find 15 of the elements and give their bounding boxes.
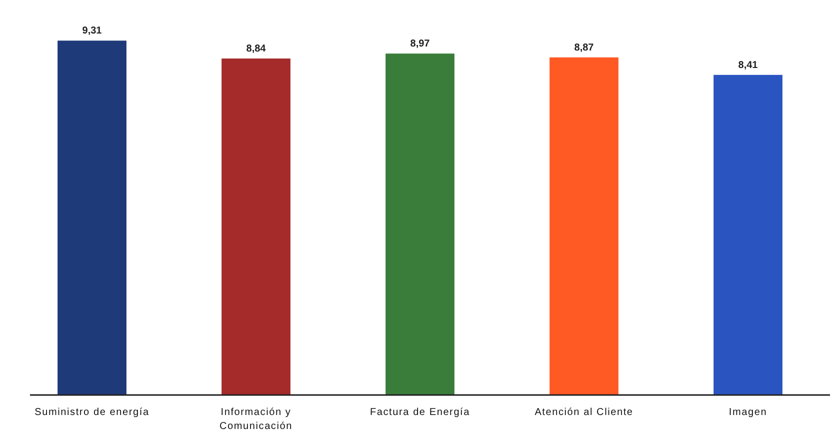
bar <box>222 58 290 395</box>
bar <box>714 74 782 395</box>
data-label: 8,84 <box>246 44 266 55</box>
data-label: 8,87 <box>574 42 594 54</box>
x-tick-label: Suministro de energía <box>34 407 150 418</box>
x-tick-label: Factura de Energía <box>370 407 470 418</box>
data-label: 8,41 <box>738 60 758 71</box>
bar <box>58 40 126 395</box>
data-label: 8,97 <box>410 38 430 50</box>
data-label: 9,31 <box>82 26 102 37</box>
bar <box>386 54 454 395</box>
x-tick-label: Información y Comunicación <box>220 407 292 432</box>
bar <box>550 57 618 395</box>
x-tick-label: Imagen <box>728 407 768 418</box>
x-tick-label: Atención al Cliente <box>534 407 634 418</box>
